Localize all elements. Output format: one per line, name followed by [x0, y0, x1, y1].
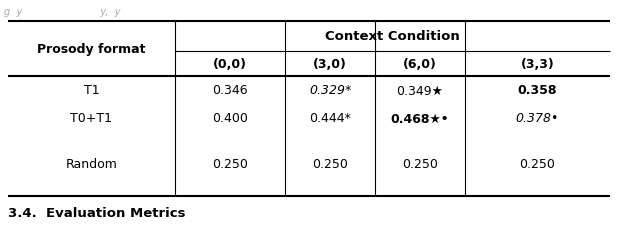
Text: (3,0): (3,0) — [313, 58, 347, 71]
Text: 0.250: 0.250 — [520, 158, 556, 171]
Text: 0.468★•: 0.468★• — [391, 112, 449, 125]
Text: 0.346: 0.346 — [212, 84, 248, 97]
Text: T0+T1: T0+T1 — [70, 112, 112, 125]
Text: Random: Random — [66, 158, 117, 171]
Text: 0.250: 0.250 — [312, 158, 348, 171]
Text: 0.329*: 0.329* — [309, 84, 351, 97]
Text: (6,0): (6,0) — [403, 58, 437, 71]
Text: (3,3): (3,3) — [520, 58, 554, 71]
Text: 3.4.  Evaluation Metrics: 3.4. Evaluation Metrics — [8, 207, 185, 219]
Text: T1: T1 — [83, 84, 99, 97]
Text: (0,0): (0,0) — [213, 58, 247, 71]
Text: 0.250: 0.250 — [402, 158, 438, 171]
Text: 0.250: 0.250 — [212, 158, 248, 171]
Text: 0.358: 0.358 — [518, 84, 557, 97]
Text: 0.400: 0.400 — [212, 112, 248, 125]
Text: 0.349★: 0.349★ — [397, 84, 444, 97]
Text: Context Condition: Context Condition — [325, 30, 460, 43]
Text: g  y                         y,  y: g y y, y — [4, 7, 121, 17]
Text: 0.378•: 0.378• — [516, 112, 559, 125]
Text: 0.444*: 0.444* — [309, 112, 351, 125]
Text: Prosody format: Prosody format — [37, 43, 146, 56]
